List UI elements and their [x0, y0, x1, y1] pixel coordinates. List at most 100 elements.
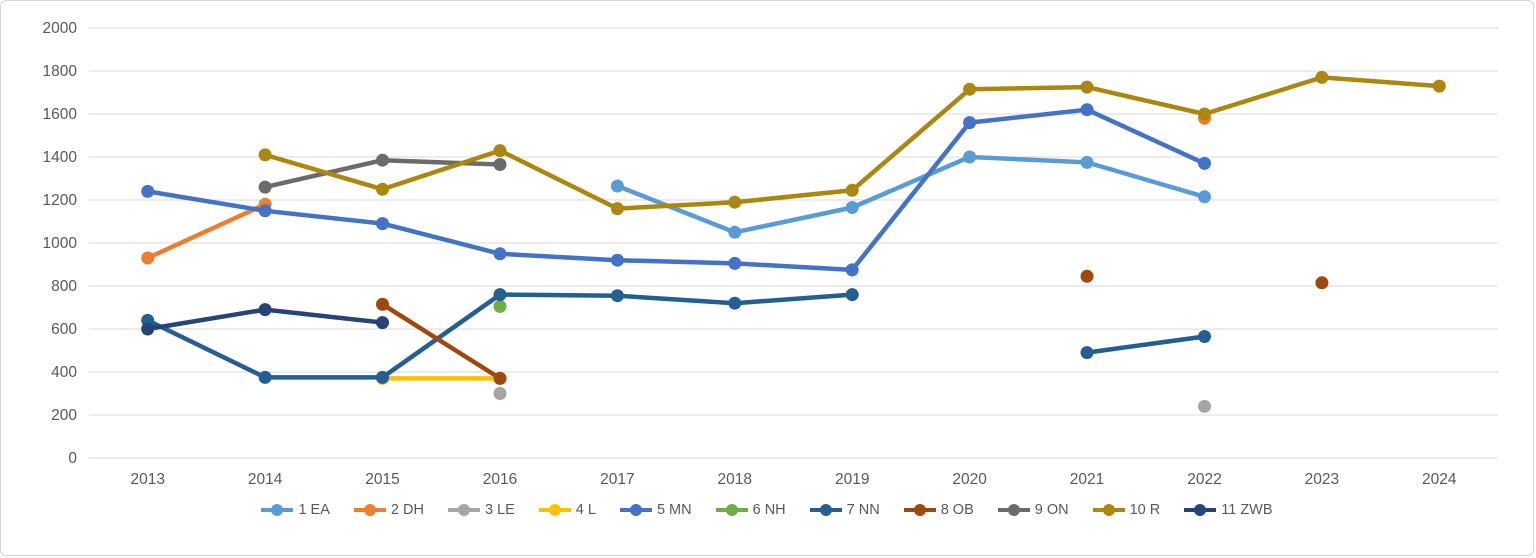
legend-item-10-r: 10 R [1092, 502, 1160, 518]
x-tick-label-2023: 2023 [1305, 471, 1339, 488]
x-tick-label-2022: 2022 [1187, 471, 1221, 488]
series-6-nh [493, 299, 507, 313]
legend-dot-icon-5-mn [629, 504, 642, 516]
y-tick-label-600: 600 [51, 321, 77, 338]
point-11-zwb-2014 [258, 303, 272, 317]
point-10-r-2022 [1198, 107, 1211, 121]
point-6-nh-2016 [493, 299, 507, 313]
series-7-nn [141, 288, 1211, 384]
legend-marker-icon-3-le [447, 504, 480, 516]
x-tick-label-2016: 2016 [483, 471, 517, 488]
legend-dot-icon-8-ob [913, 504, 926, 516]
series-10-r [258, 70, 1446, 216]
point-10-r-2021 [1080, 80, 1094, 94]
x-tick-label-2024: 2024 [1422, 471, 1457, 488]
point-5-mn-2014 [258, 204, 272, 218]
point-7-nn-2015 [376, 370, 389, 384]
point-5-mn-2021 [1080, 103, 1094, 117]
legend-marker-icon-10-r [1092, 504, 1125, 516]
series-4-l [376, 371, 507, 385]
point-5-mn-2017 [610, 253, 624, 267]
point-10-r-2020 [963, 82, 977, 96]
point-5-mn-2019 [845, 263, 859, 277]
point-8-ob-2015 [376, 297, 389, 311]
point-5-mn-2015 [376, 217, 389, 231]
point-8-ob-2016 [493, 371, 507, 385]
y-tick-label-1600: 1600 [43, 106, 78, 123]
y-tick-label-800: 800 [51, 278, 77, 295]
legend-marker-icon-9-on [997, 504, 1030, 516]
point-7-nn-2017 [610, 289, 624, 303]
point-10-r-2015 [376, 182, 389, 196]
x-tick-label-2020: 2020 [952, 471, 987, 488]
legend-dot-icon-7-nn [819, 504, 832, 516]
legend-marker-icon-11-zwb [1184, 504, 1217, 516]
legend-label-4-l: 4 L [575, 502, 596, 518]
legend-item-9-on: 9 ON [997, 502, 1069, 518]
x-tick-label-2013: 2013 [130, 471, 164, 488]
point-5-mn-2016 [493, 247, 507, 261]
legend-item-7-nn: 7 NN [809, 502, 880, 518]
legend-label-9-on: 9 ON [1034, 502, 1069, 518]
legend-item-3-le: 3 LE [447, 502, 515, 518]
legend-label-5-mn: 5 MN [656, 502, 692, 518]
legend-item-2-dh: 2 DH [353, 502, 424, 518]
series-line-5-mn [145, 107, 1207, 273]
legend-dot-icon-6-nh [725, 504, 738, 516]
point-7-nn-2018 [728, 296, 742, 310]
point-10-r-2019 [845, 183, 859, 197]
legend-dot-icon-1-ea [271, 504, 284, 516]
legend-label-2-dh: 2 DH [390, 502, 424, 518]
series-11-zwb [141, 303, 389, 336]
point-7-nn-2022 [1198, 330, 1211, 343]
legend-marker-icon-6-nh [715, 504, 748, 516]
series-1-ea [610, 150, 1211, 239]
point-7-nn-2021 [1080, 346, 1094, 360]
y-tick-label-2000: 2000 [43, 20, 78, 37]
point-5-mn-2022 [1198, 156, 1211, 170]
y-tick-label-1000: 1000 [43, 235, 78, 252]
point-11-zwb-2013 [141, 322, 155, 336]
point-9-on-2015 [376, 153, 389, 167]
x-tick-label-2015: 2015 [365, 471, 399, 488]
legend-item-5-mn: 5 MN [619, 502, 692, 518]
legend-marker-icon-1-ea [261, 504, 294, 516]
legend-item-6-nh: 6 NH [715, 502, 786, 518]
legend-item-8-ob: 8 OB [903, 502, 974, 518]
series-line-2-dh [148, 118, 1205, 258]
legend-marker-icon-4-l [538, 504, 571, 516]
y-tick-label-1800: 1800 [43, 63, 78, 80]
legend-label-3-le: 3 LE [484, 502, 515, 518]
y-tick-label-400: 400 [51, 364, 77, 381]
series-2-dh [141, 111, 1211, 265]
point-3-le-2022 [1198, 399, 1211, 413]
legend-item-1-ea: 1 EA [261, 502, 330, 518]
point-7-nn-2019 [845, 288, 859, 302]
point-10-r-2023 [1315, 70, 1329, 84]
legend-label-11-zwb: 11 ZWB [1221, 502, 1273, 518]
point-1-ea-2019 [845, 201, 859, 214]
legend-label-1-ea: 1 EA [298, 502, 330, 518]
point-2-dh-2013 [141, 251, 155, 265]
point-1-ea-2017 [610, 179, 624, 193]
chart-legend: 1 EA 2 DH 3 LE 4 L 5 MN 6 NH 7 NN 8 OB 9 ON 10 R 1… [1, 502, 1533, 518]
legend-label-8-ob: 8 OB [940, 502, 974, 518]
y-tick-label-1400: 1400 [43, 149, 78, 166]
legend-dot-icon-3-le [457, 504, 470, 516]
legend-dot-icon-4-l [548, 504, 561, 516]
x-tick-label-2018: 2018 [718, 471, 752, 488]
series-line-7-nn [145, 292, 1207, 380]
series-5-mn [141, 103, 1211, 277]
point-9-on-2016 [493, 158, 507, 171]
series-3-le [493, 387, 1211, 413]
legend-label-6-nh: 6 NH [752, 502, 786, 518]
legend-dot-icon-10-r [1102, 504, 1115, 516]
point-8-ob-2023 [1315, 276, 1329, 290]
point-5-mn-2013 [141, 184, 155, 198]
point-10-r-2014 [258, 148, 272, 162]
point-5-mn-2020 [963, 116, 977, 130]
legend-marker-icon-5-mn [619, 504, 652, 516]
series-line-1-ea [615, 154, 1207, 235]
y-tick-label-200: 200 [51, 407, 77, 424]
